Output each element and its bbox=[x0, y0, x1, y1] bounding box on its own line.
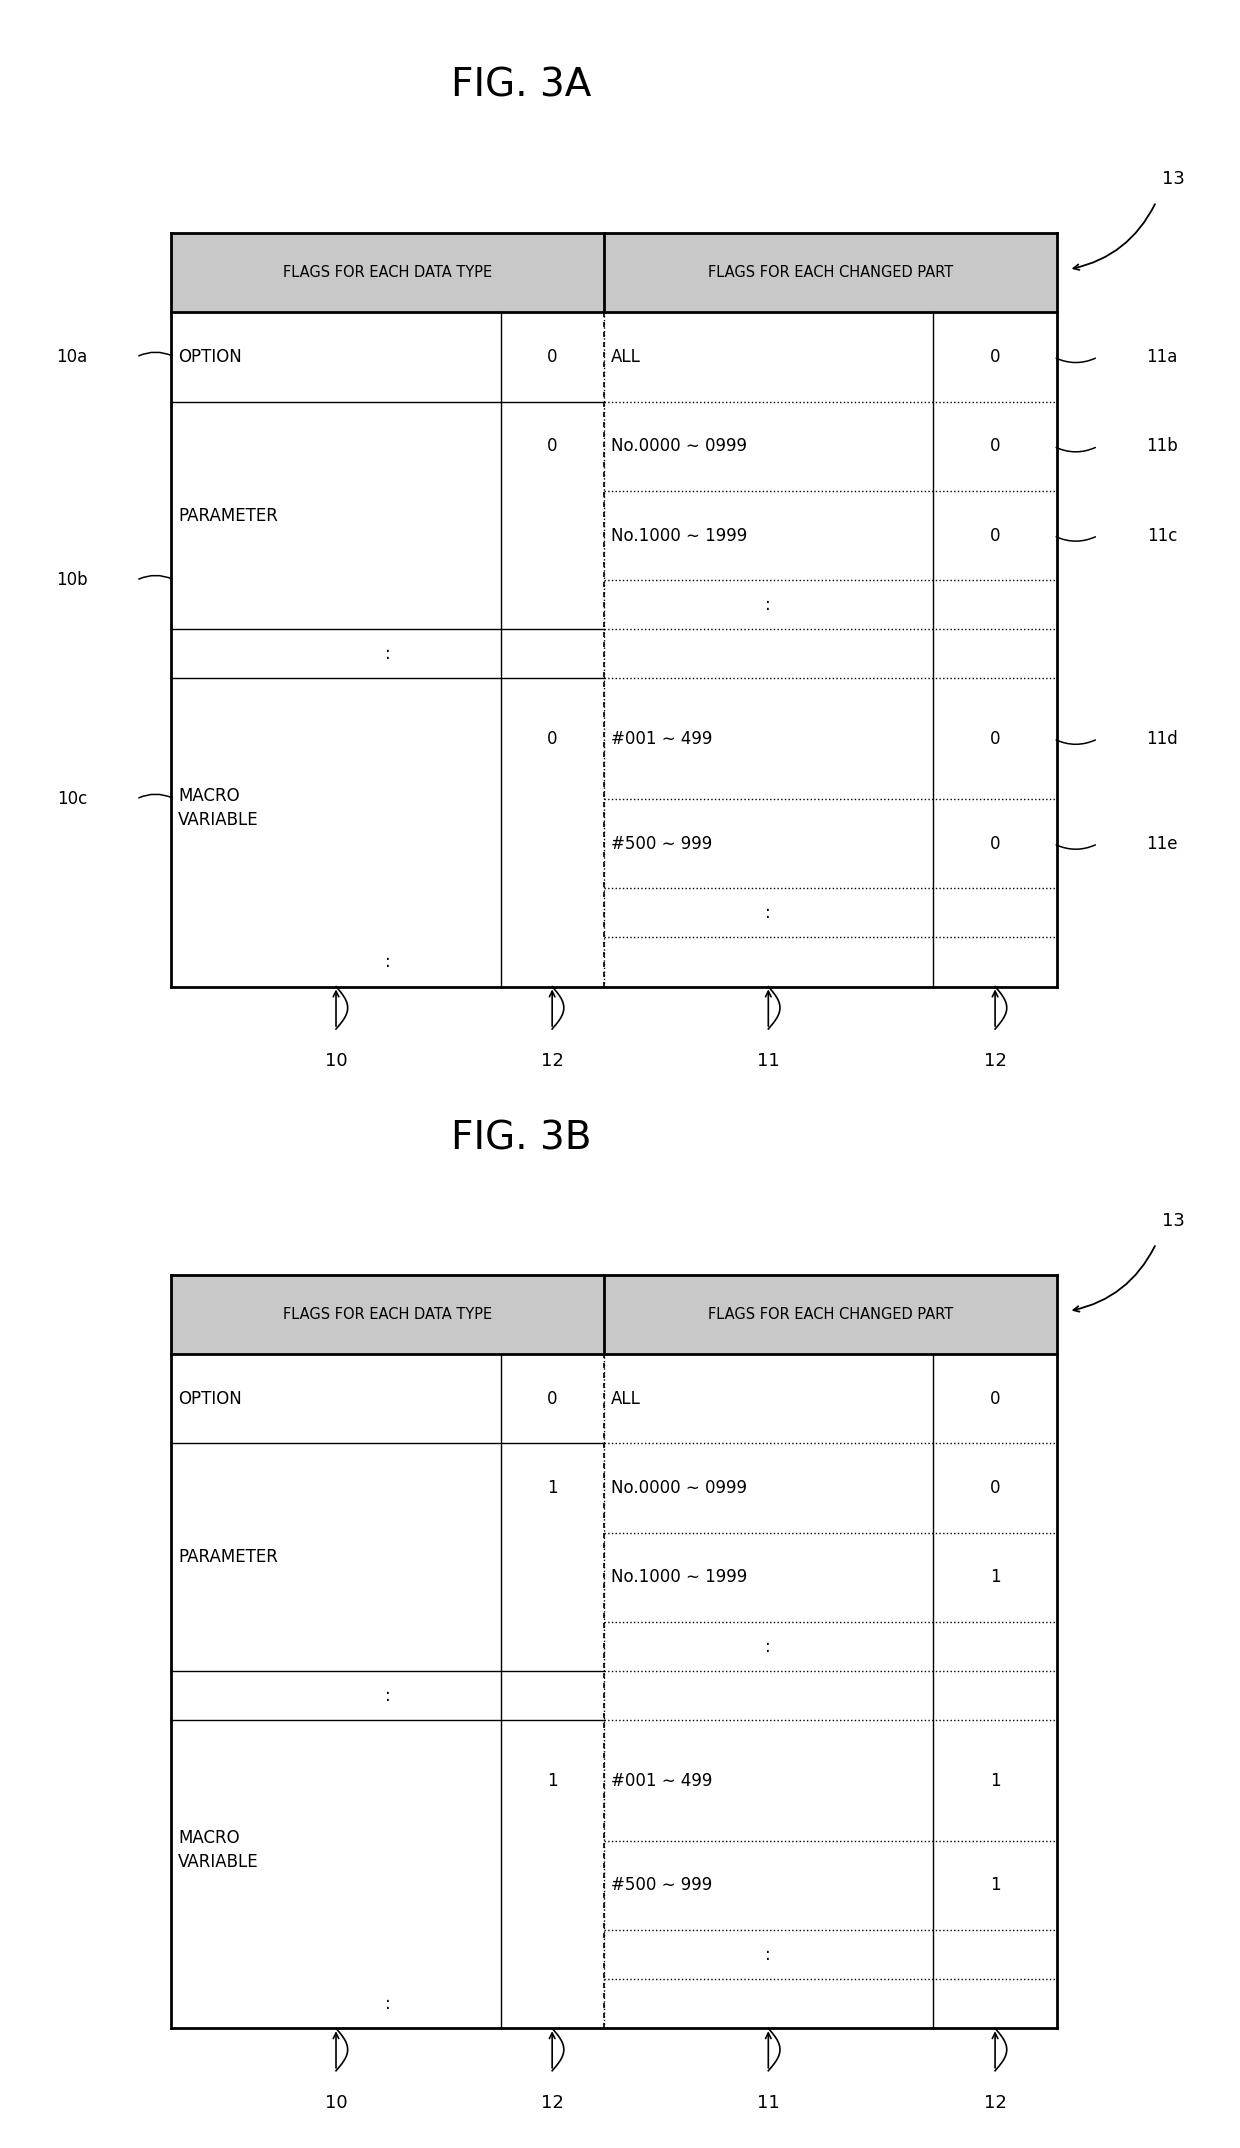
Bar bbox=[171, 1276, 1056, 1353]
Text: ALL: ALL bbox=[610, 1390, 641, 1407]
Text: 13: 13 bbox=[1162, 170, 1185, 189]
Text: 12: 12 bbox=[983, 2094, 1007, 2111]
Text: 0: 0 bbox=[990, 836, 1001, 853]
Text: FIG. 3A: FIG. 3A bbox=[450, 67, 591, 105]
Text: 0: 0 bbox=[990, 1480, 1001, 1497]
Text: 0: 0 bbox=[990, 438, 1001, 455]
Text: :: : bbox=[765, 595, 771, 614]
Bar bbox=[171, 234, 1056, 986]
Text: 10a: 10a bbox=[57, 348, 88, 365]
Text: FLAGS FOR EACH DATA TYPE: FLAGS FOR EACH DATA TYPE bbox=[283, 1308, 492, 1323]
Text: No.0000 ∼ 0999: No.0000 ∼ 0999 bbox=[610, 438, 746, 455]
Text: 11b: 11b bbox=[1146, 438, 1178, 455]
Text: MACRO
VARIABLE: MACRO VARIABLE bbox=[179, 1828, 259, 1871]
Text: :: : bbox=[384, 644, 391, 664]
Text: #001 ∼ 499: #001 ∼ 499 bbox=[610, 730, 712, 748]
Text: 0: 0 bbox=[547, 1390, 558, 1407]
Text: 10b: 10b bbox=[56, 571, 88, 589]
Text: 13: 13 bbox=[1162, 1211, 1185, 1231]
Text: FIG. 3B: FIG. 3B bbox=[450, 1119, 591, 1158]
Text: OPTION: OPTION bbox=[179, 348, 242, 365]
Text: 10: 10 bbox=[325, 1053, 347, 1070]
Text: 0: 0 bbox=[547, 348, 558, 365]
Text: 1: 1 bbox=[990, 1568, 1001, 1587]
Text: :: : bbox=[384, 1686, 391, 1706]
Text: 0: 0 bbox=[547, 730, 558, 748]
Text: FLAGS FOR EACH CHANGED PART: FLAGS FOR EACH CHANGED PART bbox=[708, 266, 954, 281]
Text: 10c: 10c bbox=[57, 790, 87, 808]
Text: 10: 10 bbox=[325, 2094, 347, 2111]
Text: :: : bbox=[765, 904, 771, 921]
Text: 12: 12 bbox=[541, 2094, 564, 2111]
Text: 11: 11 bbox=[756, 2094, 780, 2111]
Text: 0: 0 bbox=[547, 438, 558, 455]
Bar bbox=[171, 1276, 1056, 2028]
Text: 0: 0 bbox=[990, 526, 1001, 546]
Text: 12: 12 bbox=[541, 1053, 564, 1070]
Text: FLAGS FOR EACH CHANGED PART: FLAGS FOR EACH CHANGED PART bbox=[708, 1308, 954, 1323]
Text: 11c: 11c bbox=[1147, 526, 1177, 546]
Bar bbox=[171, 234, 1056, 311]
Text: 1: 1 bbox=[990, 1877, 1001, 1895]
Text: 0: 0 bbox=[990, 348, 1001, 365]
Text: :: : bbox=[384, 954, 391, 971]
Text: 11d: 11d bbox=[1146, 730, 1178, 748]
Text: PARAMETER: PARAMETER bbox=[179, 1549, 278, 1566]
Text: No.0000 ∼ 0999: No.0000 ∼ 0999 bbox=[610, 1480, 746, 1497]
Text: 11a: 11a bbox=[1146, 348, 1178, 365]
Text: :: : bbox=[765, 1637, 771, 1656]
Text: 0: 0 bbox=[990, 1390, 1001, 1407]
Text: OPTION: OPTION bbox=[179, 1390, 242, 1407]
Text: 1: 1 bbox=[547, 1772, 558, 1789]
Text: #500 ∼ 999: #500 ∼ 999 bbox=[610, 1877, 712, 1895]
Text: 1: 1 bbox=[990, 1772, 1001, 1789]
Text: ALL: ALL bbox=[610, 348, 641, 365]
Text: :: : bbox=[765, 1946, 771, 1963]
Text: 11: 11 bbox=[756, 1053, 780, 1070]
Text: 12: 12 bbox=[983, 1053, 1007, 1070]
Text: #001 ∼ 499: #001 ∼ 499 bbox=[610, 1772, 712, 1789]
Text: 0: 0 bbox=[990, 730, 1001, 748]
Text: 11e: 11e bbox=[1146, 836, 1178, 853]
Text: No.1000 ∼ 1999: No.1000 ∼ 1999 bbox=[610, 526, 746, 546]
Text: FLAGS FOR EACH DATA TYPE: FLAGS FOR EACH DATA TYPE bbox=[283, 266, 492, 281]
Text: MACRO
VARIABLE: MACRO VARIABLE bbox=[179, 786, 259, 829]
Text: No.1000 ∼ 1999: No.1000 ∼ 1999 bbox=[610, 1568, 746, 1587]
Text: #500 ∼ 999: #500 ∼ 999 bbox=[610, 836, 712, 853]
Text: 1: 1 bbox=[547, 1480, 558, 1497]
Text: :: : bbox=[384, 1995, 391, 2013]
Text: PARAMETER: PARAMETER bbox=[179, 507, 278, 524]
